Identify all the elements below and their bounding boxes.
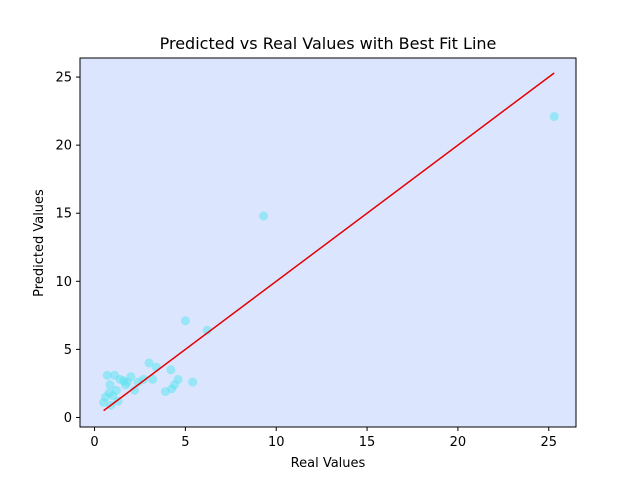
plot-frame bbox=[79, 57, 577, 428]
y-axis-label: Predicted Values bbox=[32, 189, 47, 297]
scatter-point bbox=[259, 211, 269, 221]
scatter-point bbox=[180, 316, 190, 326]
y-tick-label: 0 bbox=[64, 411, 72, 426]
scatter-point bbox=[549, 112, 559, 122]
scatter-point bbox=[102, 370, 112, 380]
scatter-point bbox=[130, 385, 140, 395]
chart-title: Predicted vs Real Values with Best Fit L… bbox=[160, 34, 497, 53]
x-axis-ticks: 0 5 10 15 20 25 bbox=[90, 427, 557, 450]
best-fit-line bbox=[103, 72, 555, 412]
scatter-point bbox=[188, 377, 198, 387]
y-tick-label: 20 bbox=[55, 139, 72, 154]
scatter-point bbox=[148, 374, 158, 384]
x-tick-label: 25 bbox=[540, 435, 557, 450]
best-fit-line-layer bbox=[103, 72, 555, 412]
scatter-point bbox=[105, 380, 115, 390]
y-tick-label: 25 bbox=[55, 71, 72, 86]
scatter-point bbox=[202, 325, 212, 335]
scatter-point bbox=[166, 365, 176, 375]
scatter-point bbox=[173, 374, 183, 384]
x-axis-label: Real Values bbox=[291, 456, 366, 471]
x-tick-label: 5 bbox=[181, 435, 189, 450]
x-tick-label: 15 bbox=[359, 435, 376, 450]
x-tick-label: 10 bbox=[268, 435, 285, 450]
x-tick-label: 0 bbox=[90, 435, 98, 450]
y-tick-label: 10 bbox=[55, 275, 72, 290]
scatter-point bbox=[111, 385, 121, 395]
x-tick-label: 20 bbox=[450, 435, 467, 450]
y-tick-label: 5 bbox=[64, 343, 72, 358]
y-axis-ticks: 0 5 10 15 20 25 bbox=[55, 71, 80, 426]
scatter-point bbox=[126, 372, 136, 382]
scatter-point bbox=[144, 358, 154, 368]
y-tick-label: 15 bbox=[55, 207, 72, 222]
